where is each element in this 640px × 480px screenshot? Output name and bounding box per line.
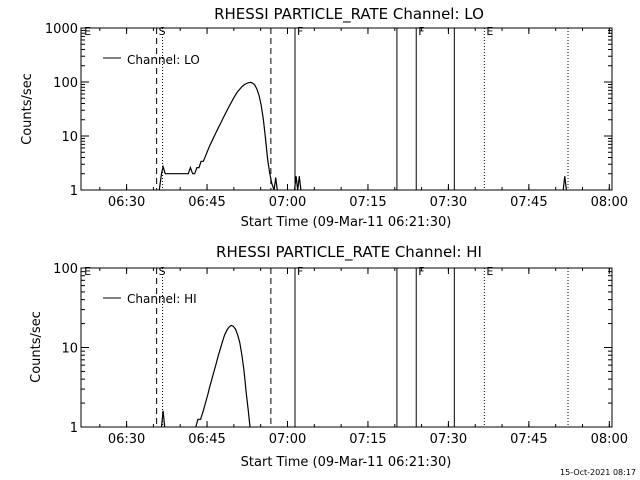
hi-chart-title: RHESSI PARTICLE_RATE Channel: HI [216, 243, 482, 262]
series-line [562, 176, 567, 191]
event-marker-label: F [418, 265, 424, 278]
x-tick-label: 07:15 [349, 432, 386, 447]
x-tick-label: 06:45 [188, 195, 225, 210]
event-marker-label: F [418, 25, 424, 38]
series-line [293, 176, 302, 191]
generation-timestamp: 15-Oct-2021 08:17 [560, 468, 636, 477]
series-line [273, 177, 278, 191]
event-marker-label: F [297, 25, 303, 38]
x-tick-label: 07:00 [269, 195, 306, 210]
y-tick-label: 1 [70, 421, 78, 436]
x-tick-label: 07:00 [269, 432, 306, 447]
lo-chart-title: RHESSI PARTICLE_RATE Channel: LO [214, 5, 484, 24]
lo-x-axis-label: Start Time (09-Mar-11 06:21:30) [241, 215, 452, 230]
y-tick-label: 100 [53, 76, 78, 91]
series-line [160, 410, 166, 428]
event-marker-label: E [84, 265, 91, 278]
series-line [195, 324, 251, 428]
hi-x-axis-label: Start Time (09-Mar-11 06:21:30) [241, 455, 452, 470]
plot-frame [80, 27, 613, 191]
event-marker-label: F [297, 265, 303, 278]
lo-legend-label: Channel: LO [127, 53, 200, 67]
y-tick-label: 1000 [45, 22, 78, 37]
x-tick-label: 07:30 [430, 195, 467, 210]
x-tick-label: 07:45 [510, 432, 547, 447]
hi-y-axis-label: Counts/sec [29, 311, 44, 383]
y-tick-label: 100 [53, 262, 78, 277]
lo-channel-plot: RHESSI PARTICLE_RATE Channel: LO Counts/… [20, 5, 628, 230]
y-tick-label: 10 [61, 342, 78, 357]
x-tick-label: 08:00 [591, 432, 628, 447]
x-tick-label: 06:30 [108, 195, 145, 210]
x-tick-label: 07:45 [510, 195, 547, 210]
lo-y-axis-label: Counts/sec [20, 73, 35, 145]
hi-legend-label: Channel: HI [127, 292, 197, 306]
hi-channel-plot: RHESSI PARTICLE_RATE Channel: HI Counts/… [29, 243, 628, 470]
event-marker-label: E [486, 265, 493, 278]
y-tick-label: 10 [61, 130, 78, 145]
series-line [158, 81, 275, 191]
x-tick-label: 08:00 [591, 195, 628, 210]
y-tick-label: 1 [70, 184, 78, 199]
event-marker-label: E [486, 25, 493, 38]
x-tick-label: 06:45 [188, 432, 225, 447]
x-tick-label: 07:15 [349, 195, 386, 210]
x-tick-label: 07:30 [430, 432, 467, 447]
event-marker-label: E [84, 25, 91, 38]
x-tick-label: 06:30 [108, 432, 145, 447]
